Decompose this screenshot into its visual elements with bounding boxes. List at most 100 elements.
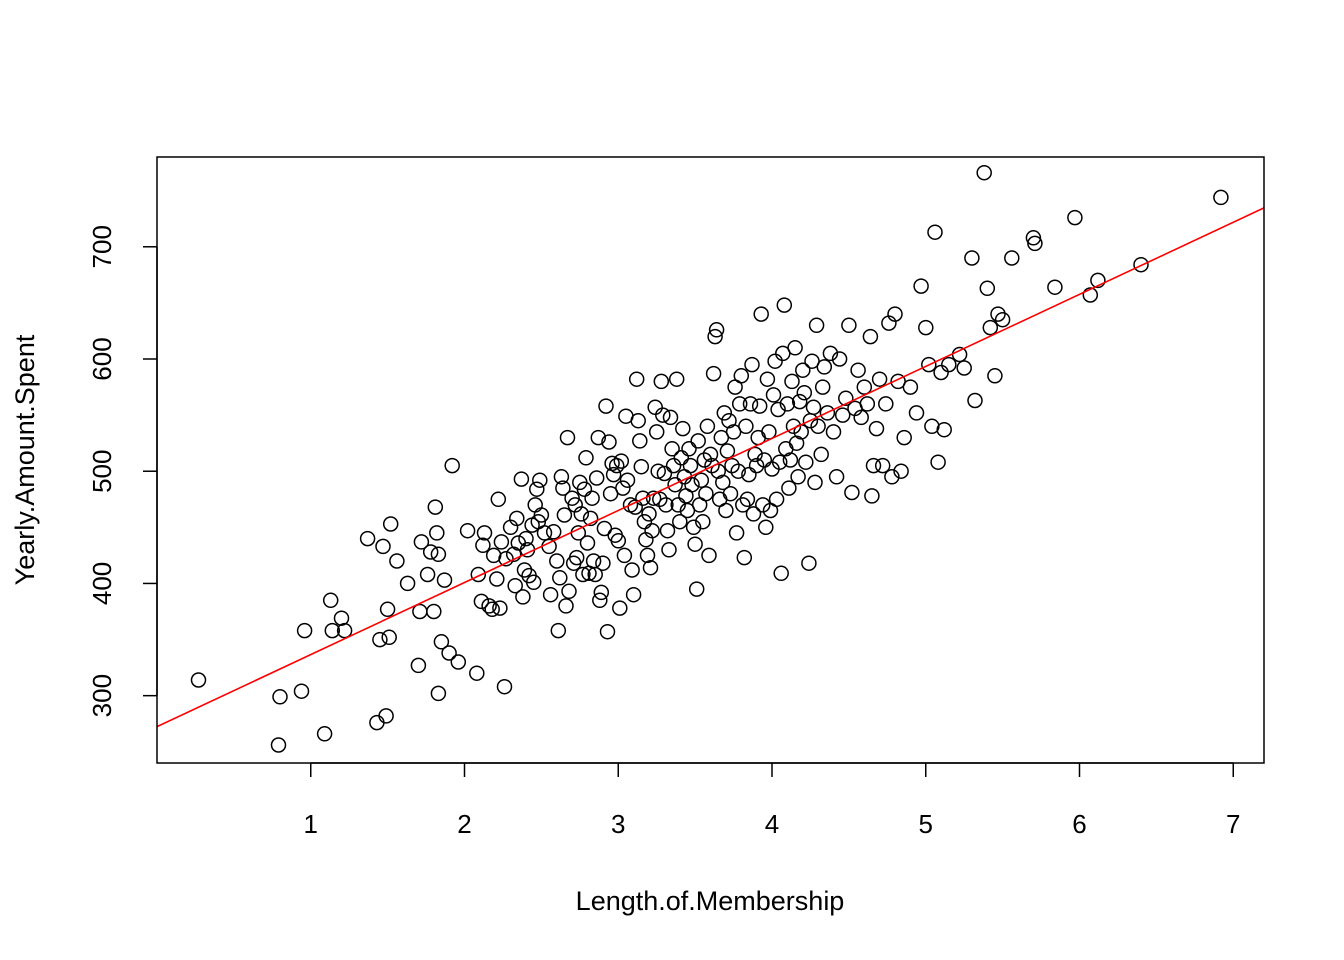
data-point xyxy=(695,513,711,530)
x-tick-label: 1 xyxy=(304,809,318,839)
data-point xyxy=(635,490,651,506)
data-point xyxy=(630,412,646,429)
y-tick-label: 300 xyxy=(87,674,117,717)
data-point xyxy=(930,454,946,470)
data-point xyxy=(642,559,659,576)
data-point xyxy=(515,589,531,605)
data-point xyxy=(859,396,876,412)
data-point xyxy=(801,555,817,571)
data-point xyxy=(578,450,594,466)
data-point xyxy=(529,481,545,497)
data-point xyxy=(641,506,657,522)
data-point xyxy=(834,407,851,423)
data-point xyxy=(272,689,288,705)
data-point xyxy=(1133,256,1149,273)
data-point xyxy=(816,359,833,375)
data-point xyxy=(785,418,802,435)
data-point xyxy=(450,654,467,670)
data-point xyxy=(636,513,653,530)
data-point xyxy=(713,429,730,446)
data-point xyxy=(555,480,571,496)
x-axis: 1 2 3 4 5 6 7 xyxy=(304,762,1240,839)
y-tick-label: 600 xyxy=(87,337,117,380)
data-point xyxy=(441,645,457,661)
data-point xyxy=(270,737,287,753)
data-point xyxy=(662,409,679,426)
data-point xyxy=(647,399,663,416)
data-point xyxy=(596,520,613,537)
data-point xyxy=(498,551,514,567)
data-point xyxy=(359,530,376,547)
data-point xyxy=(853,409,869,426)
data-point xyxy=(728,525,745,541)
data-point xyxy=(665,457,682,474)
x-tick-label: 7 xyxy=(1226,809,1240,839)
data-point xyxy=(761,424,777,440)
data-point xyxy=(896,429,912,446)
data-point xyxy=(582,510,599,527)
data-point xyxy=(536,525,553,541)
data-points xyxy=(190,164,1229,753)
data-point xyxy=(616,547,633,564)
data-point xyxy=(751,398,768,414)
data-point xyxy=(293,683,310,699)
data-point xyxy=(430,685,447,702)
data-point xyxy=(433,634,450,650)
data-point xyxy=(513,471,530,487)
data-point xyxy=(865,457,882,474)
data-point xyxy=(333,610,350,626)
data-point xyxy=(828,469,845,485)
data-point xyxy=(653,373,670,390)
data-point xyxy=(588,470,605,486)
data-point xyxy=(735,497,751,513)
data-point xyxy=(579,535,596,551)
data-point xyxy=(644,522,660,539)
data-point xyxy=(369,714,385,731)
data-point xyxy=(781,480,797,496)
data-point xyxy=(690,433,706,449)
data-point xyxy=(389,553,405,569)
data-point xyxy=(693,472,710,488)
data-point xyxy=(913,278,929,294)
data-point xyxy=(336,622,353,639)
data-point xyxy=(516,562,533,578)
y-axis-title: Yearly.Amount.Spent xyxy=(10,334,40,585)
data-point xyxy=(559,429,576,446)
data-point xyxy=(831,351,848,367)
data-point xyxy=(739,491,756,508)
data-point xyxy=(399,575,416,592)
data-point xyxy=(838,390,854,407)
data-point xyxy=(661,542,677,558)
data-point xyxy=(721,412,737,429)
y-tick-label: 500 xyxy=(87,450,117,493)
data-point xyxy=(795,362,811,378)
data-point xyxy=(527,497,543,513)
data-point xyxy=(933,364,949,381)
data-point xyxy=(742,396,759,412)
data-point xyxy=(1047,279,1063,295)
data-point xyxy=(469,665,485,681)
data-point xyxy=(768,491,785,508)
data-point xyxy=(771,454,788,470)
data-point xyxy=(436,572,453,588)
y-tick-label: 400 xyxy=(87,562,117,605)
data-point xyxy=(1090,272,1106,289)
data-point xyxy=(684,476,700,493)
data-point xyxy=(724,457,740,474)
data-point xyxy=(699,418,716,435)
data-point xyxy=(556,507,573,523)
data-point xyxy=(701,547,717,564)
regression-line xyxy=(157,207,1264,728)
data-point xyxy=(652,491,668,508)
data-point xyxy=(668,371,685,387)
data-point xyxy=(584,490,600,506)
data-point xyxy=(755,497,771,513)
x-tick-label: 2 xyxy=(457,809,471,839)
data-point xyxy=(419,566,436,583)
data-point xyxy=(576,481,593,497)
data-point xyxy=(518,530,534,547)
data-point xyxy=(987,368,1003,384)
data-point xyxy=(807,474,823,491)
data-point xyxy=(490,491,507,508)
